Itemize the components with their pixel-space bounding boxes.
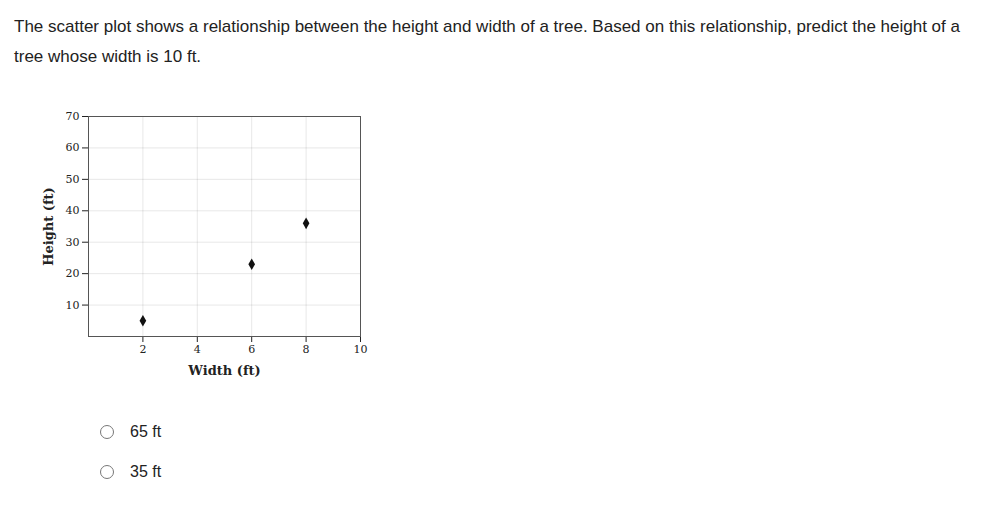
svg-text:40: 40 [66,204,80,217]
html-text:35 ft: 35 ft [130,463,162,480]
svg-text:6: 6 [248,343,255,356]
svg-text:70: 70 [66,110,80,123]
svg-text:30: 30 [66,236,80,249]
html-text:65 ft: 65 ft [130,423,162,440]
svg-text:60: 60 [66,141,80,154]
svg-text:50: 50 [66,173,80,186]
svg-text:4: 4 [194,343,201,356]
svg-text:2: 2 [139,343,146,356]
svg-text:Width (ft): Width (ft) [187,363,260,378]
svg-text:10: 10 [66,299,80,312]
svg-text:20: 20 [66,267,80,280]
svg-text:10: 10 [354,343,368,356]
svg-text:8: 8 [303,343,310,356]
html-text:The scatter plot shows a relat: The scatter plot shows a relationship be… [14,17,960,66]
svg-text:Height (ft): Height (ft) [41,187,56,265]
